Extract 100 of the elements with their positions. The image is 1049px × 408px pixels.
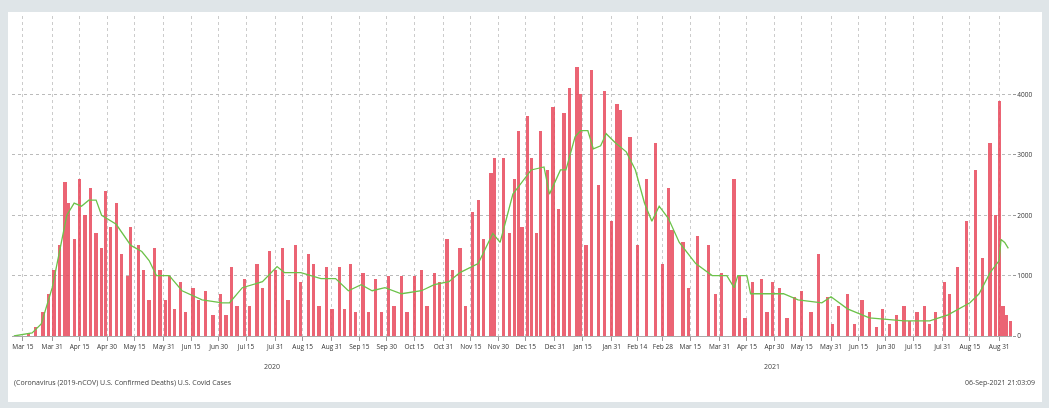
bar bbox=[732, 179, 736, 336]
bar bbox=[760, 279, 763, 336]
bar bbox=[661, 264, 664, 336]
bar bbox=[988, 143, 992, 336]
bar bbox=[173, 309, 176, 336]
bar bbox=[451, 270, 454, 336]
bar bbox=[557, 209, 560, 336]
bar bbox=[109, 227, 112, 336]
bar bbox=[312, 264, 315, 336]
bar bbox=[354, 312, 357, 336]
bar bbox=[433, 273, 436, 336]
bar bbox=[687, 288, 690, 336]
bar bbox=[628, 137, 632, 336]
bar bbox=[837, 306, 840, 336]
bar bbox=[477, 200, 480, 336]
bar bbox=[517, 131, 520, 336]
bar bbox=[47, 294, 50, 336]
bar bbox=[286, 300, 290, 336]
bar bbox=[261, 288, 264, 336]
bar bbox=[400, 276, 403, 336]
bar bbox=[923, 306, 926, 336]
bar bbox=[330, 309, 334, 336]
bar bbox=[636, 245, 639, 336]
bar bbox=[562, 113, 566, 336]
bar bbox=[603, 91, 606, 336]
bar bbox=[915, 312, 919, 336]
bar bbox=[800, 291, 803, 336]
bar bbox=[392, 306, 396, 336]
bar bbox=[129, 227, 132, 336]
bar bbox=[546, 170, 549, 336]
bar bbox=[294, 245, 297, 336]
bar bbox=[343, 309, 346, 336]
bar bbox=[349, 264, 352, 336]
bar bbox=[943, 282, 946, 336]
bar bbox=[115, 203, 118, 336]
bar bbox=[367, 312, 370, 336]
bar bbox=[420, 270, 423, 336]
bar bbox=[425, 306, 429, 336]
bar bbox=[785, 318, 789, 336]
bar bbox=[52, 270, 56, 336]
bar bbox=[197, 300, 200, 336]
bar bbox=[147, 300, 151, 336]
bar bbox=[502, 158, 505, 336]
bar bbox=[667, 188, 670, 336]
bar bbox=[438, 282, 441, 336]
bar bbox=[413, 276, 416, 336]
bar bbox=[158, 270, 162, 336]
bar bbox=[58, 245, 61, 336]
bar bbox=[707, 245, 710, 336]
bar bbox=[338, 267, 341, 336]
bar bbox=[168, 276, 171, 336]
bar bbox=[956, 267, 959, 336]
bar bbox=[645, 179, 648, 336]
bar bbox=[243, 279, 246, 336]
bar bbox=[981, 258, 984, 336]
bar bbox=[597, 185, 600, 336]
bar bbox=[974, 170, 977, 336]
bar bbox=[268, 251, 271, 336]
bar bbox=[361, 273, 365, 336]
bar bbox=[508, 233, 511, 336]
bar bbox=[998, 101, 1001, 336]
bar bbox=[78, 179, 81, 336]
bar bbox=[325, 267, 328, 336]
bar bbox=[493, 158, 496, 336]
bar bbox=[615, 104, 619, 336]
bar bbox=[895, 315, 898, 336]
bar bbox=[83, 215, 87, 336]
bar bbox=[211, 315, 215, 336]
bar bbox=[248, 306, 251, 336]
bar bbox=[482, 239, 485, 336]
bar bbox=[137, 245, 140, 336]
bar bbox=[458, 248, 462, 336]
bar bbox=[299, 282, 302, 336]
bar bbox=[584, 245, 588, 336]
bar bbox=[405, 312, 409, 336]
bar bbox=[908, 321, 911, 336]
bar bbox=[610, 221, 613, 336]
bar bbox=[778, 288, 781, 336]
bar bbox=[846, 294, 849, 336]
bar bbox=[224, 315, 228, 336]
bar bbox=[902, 306, 906, 336]
bar bbox=[94, 233, 98, 336]
bar bbox=[464, 306, 467, 336]
bar bbox=[255, 264, 259, 336]
bar bbox=[153, 248, 156, 336]
bar bbox=[720, 273, 723, 336]
bar bbox=[63, 182, 67, 336]
bar bbox=[89, 188, 92, 336]
bar bbox=[868, 312, 871, 336]
bar bbox=[191, 288, 195, 336]
bar bbox=[743, 318, 747, 336]
bar bbox=[817, 254, 820, 336]
bar bbox=[374, 279, 377, 336]
bar bbox=[73, 239, 76, 336]
bar bbox=[274, 270, 277, 336]
bar bbox=[875, 327, 878, 336]
bar bbox=[204, 291, 207, 336]
bar bbox=[317, 306, 321, 336]
bar bbox=[551, 107, 555, 336]
bar bbox=[888, 324, 891, 336]
